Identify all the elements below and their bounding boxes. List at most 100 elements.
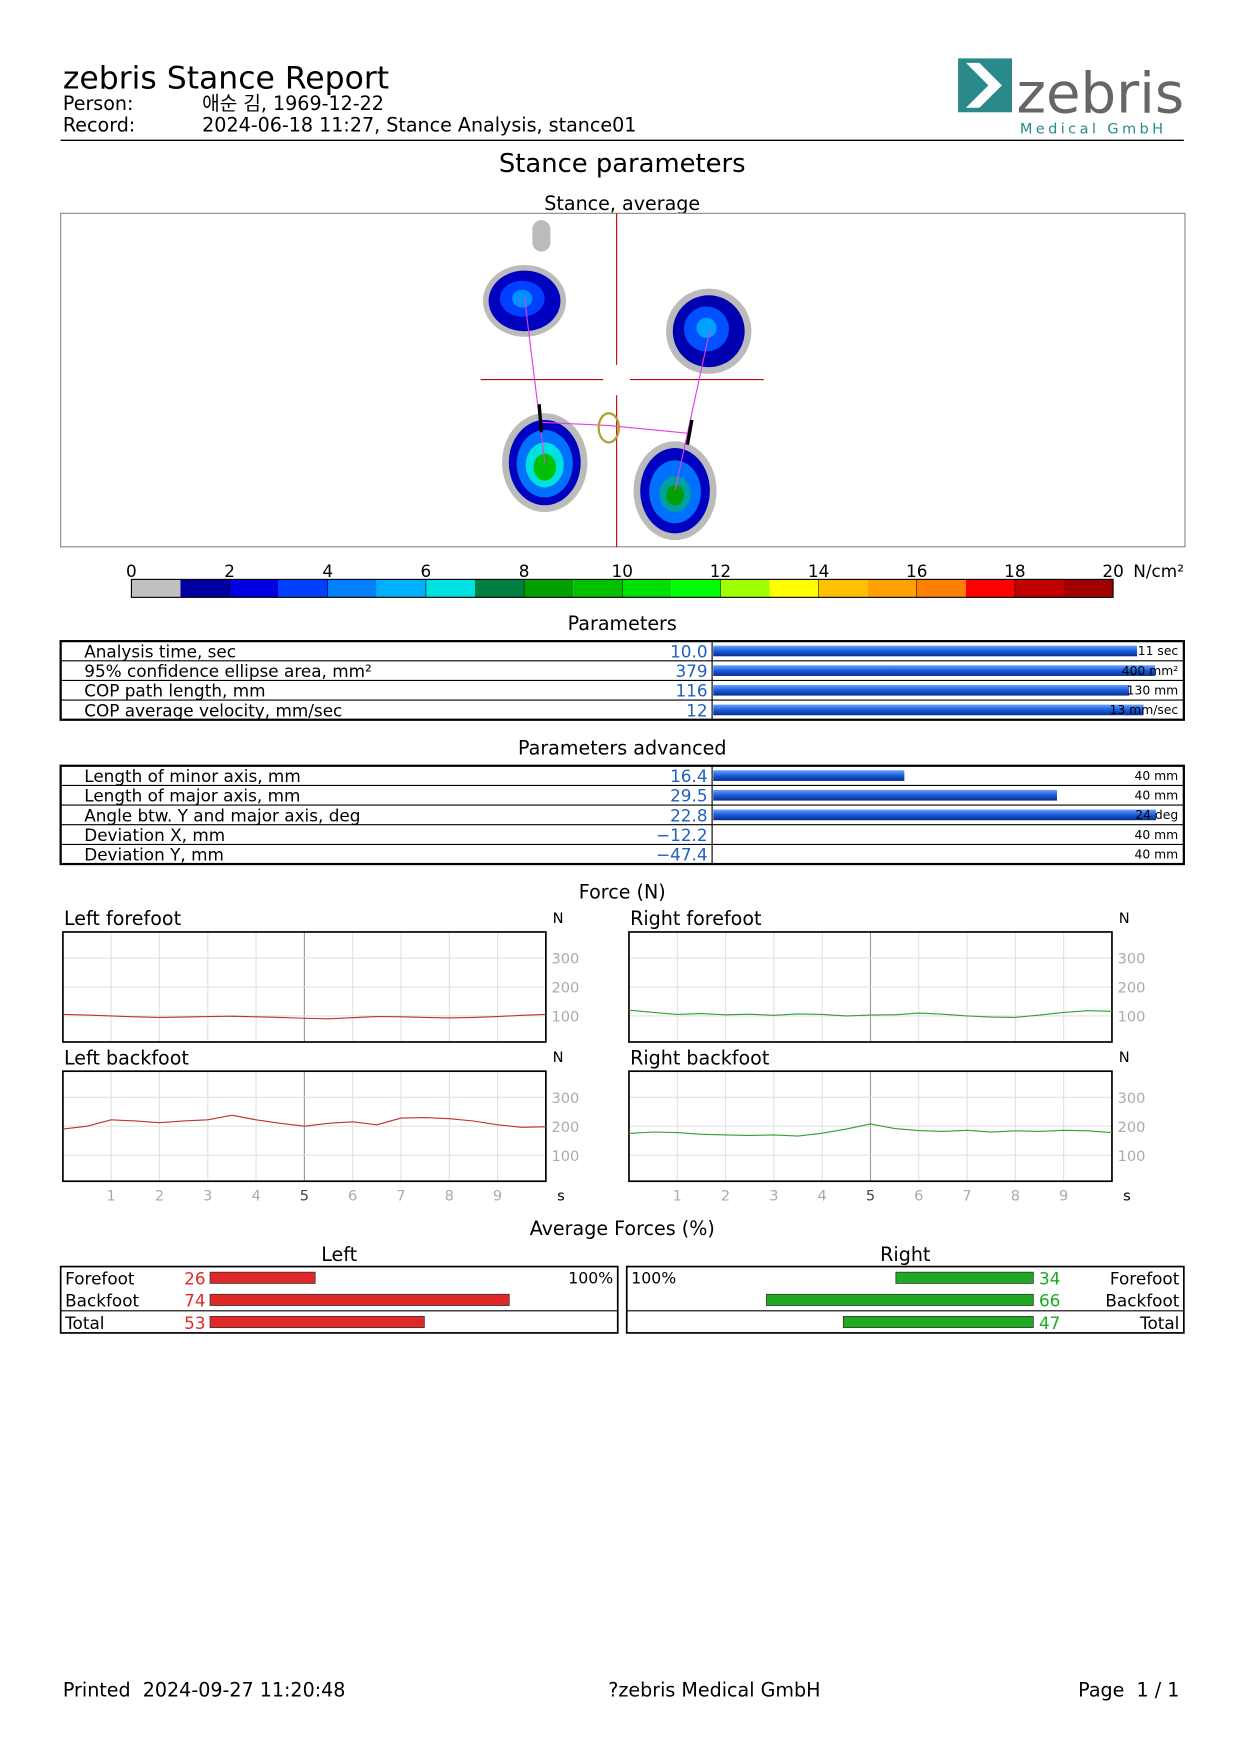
side-title: Right [880,1243,931,1266]
param-value: 29.5 [670,786,707,806]
color-segment [376,579,426,598]
scale-tick-label: 18 [1004,561,1025,581]
param-max: 130 mm [1127,683,1179,697]
param-label: 95% confidence ellipse area, mm² [84,661,372,681]
x-tick-label: 9 [1059,1187,1068,1204]
avg-bar [895,1271,1034,1284]
color-segment [180,579,230,598]
y-tick-label: 100 [551,1148,579,1165]
scale-tick-label: 4 [322,561,333,581]
y-tick-label: 300 [551,951,579,968]
param-max: 400 mm² [1122,664,1179,678]
scale-label: 100% [631,1268,676,1287]
color-segment [720,579,770,598]
y-tick-label: 100 [1118,1009,1146,1026]
param-label: Deviation Y, mm [84,845,224,865]
avg-value: 74 [184,1291,205,1311]
y-tick-label: 300 [551,1090,579,1107]
stance-title: Stance, average [544,192,700,215]
scale-tick-label: 2 [224,561,235,581]
avg-value: 34 [1039,1269,1060,1289]
color-segment [671,579,721,598]
y-tick-label: 200 [551,980,579,997]
side-title: Left [321,1243,357,1266]
avg-bar [209,1293,510,1306]
avg-value: 53 [184,1313,205,1333]
scale-tick-label: 0 [126,561,137,581]
avg-label: Forefoot [65,1269,135,1289]
avg-label: Total [1139,1313,1179,1333]
record-label: Record: [63,113,135,136]
param-bar [713,770,905,781]
y-tick-label: 300 [1118,1090,1146,1107]
avg-frame [59,1265,619,1334]
force-line [62,1114,546,1130]
page-title: Stance parameters [499,149,746,179]
logo-sub: Medical GmbH [1020,121,1167,138]
param-label: Angle btw. Y and major axis, deg [84,805,360,825]
x-tick-label: 8 [1011,1187,1020,1204]
x-tick-label: 2 [155,1187,164,1204]
x-tick-label: 9 [493,1187,502,1204]
record: 2024-06-18 11:27, Stance Analysis, stanc… [202,113,636,136]
x-unit: s [557,1187,565,1204]
footer-page: Page 1 / 1 [1078,1679,1179,1702]
x-tick-label: 5 [300,1187,309,1204]
y-unit: N [1119,1049,1130,1066]
color-segment [573,579,623,598]
param-label: Length of major axis, mm [84,786,300,806]
param-bar [713,809,1157,821]
color-segment [327,579,377,598]
color-segment [965,579,1015,598]
table-frame [59,764,1185,866]
x-tick-label: 7 [962,1187,971,1204]
scale-tick-label: 14 [808,561,829,581]
scale-unit: N/cm² [1133,561,1184,581]
color-segment [425,579,475,598]
scale-tick-label: 16 [906,561,927,581]
scale-tick-label: 12 [710,561,731,581]
avg-label: Backfoot [65,1291,139,1311]
param-value: 16.4 [670,766,707,786]
stance-map [60,212,1186,548]
avg-bar [209,1271,316,1284]
avg-title: Average Forces (%) [530,1217,715,1240]
param-label: Deviation X, mm [84,825,225,845]
y-tick-label: 300 [1118,951,1146,968]
y-tick-label: 200 [1118,1119,1146,1136]
color-segment [474,579,525,598]
y-unit: N [553,1049,564,1066]
panel-frame [62,1070,547,1183]
param-bar [713,665,1155,676]
param-label: COP average velocity, mm/sec [84,700,342,720]
y-tick-label: 200 [1118,980,1146,997]
color-segment [278,579,328,598]
avg-value: 66 [1039,1291,1060,1311]
color-segment [622,579,672,598]
color-segment [769,579,819,598]
avg-bar [766,1293,1034,1306]
force-line [628,1009,1112,1018]
avg-value: 26 [184,1269,205,1289]
scale-tick-label: 20 [1102,561,1123,581]
force-line [62,1013,546,1020]
param-max: 24 deg [1135,808,1178,822]
param-bar [713,704,1144,716]
avg-label: Backfoot [1105,1291,1179,1311]
scale-tick-label: 8 [519,561,530,581]
y-tick-label: 100 [551,1009,579,1026]
x-tick-label: 8 [445,1187,454,1204]
x-tick-label: 1 [673,1187,682,1204]
param-bar [713,789,1057,801]
panel-title: Left forefoot [64,907,182,930]
param-max: 40 mm [1135,847,1179,861]
force-title: Force (N) [579,880,666,903]
x-tick-label: 7 [396,1187,405,1204]
param-value: 379 [675,661,707,681]
x-tick-label: 6 [348,1187,357,1204]
param-value: −47.4 [656,845,708,865]
avg-frame [625,1265,1185,1334]
param-value: −12.2 [656,825,708,845]
person-label: Person: [63,92,134,115]
